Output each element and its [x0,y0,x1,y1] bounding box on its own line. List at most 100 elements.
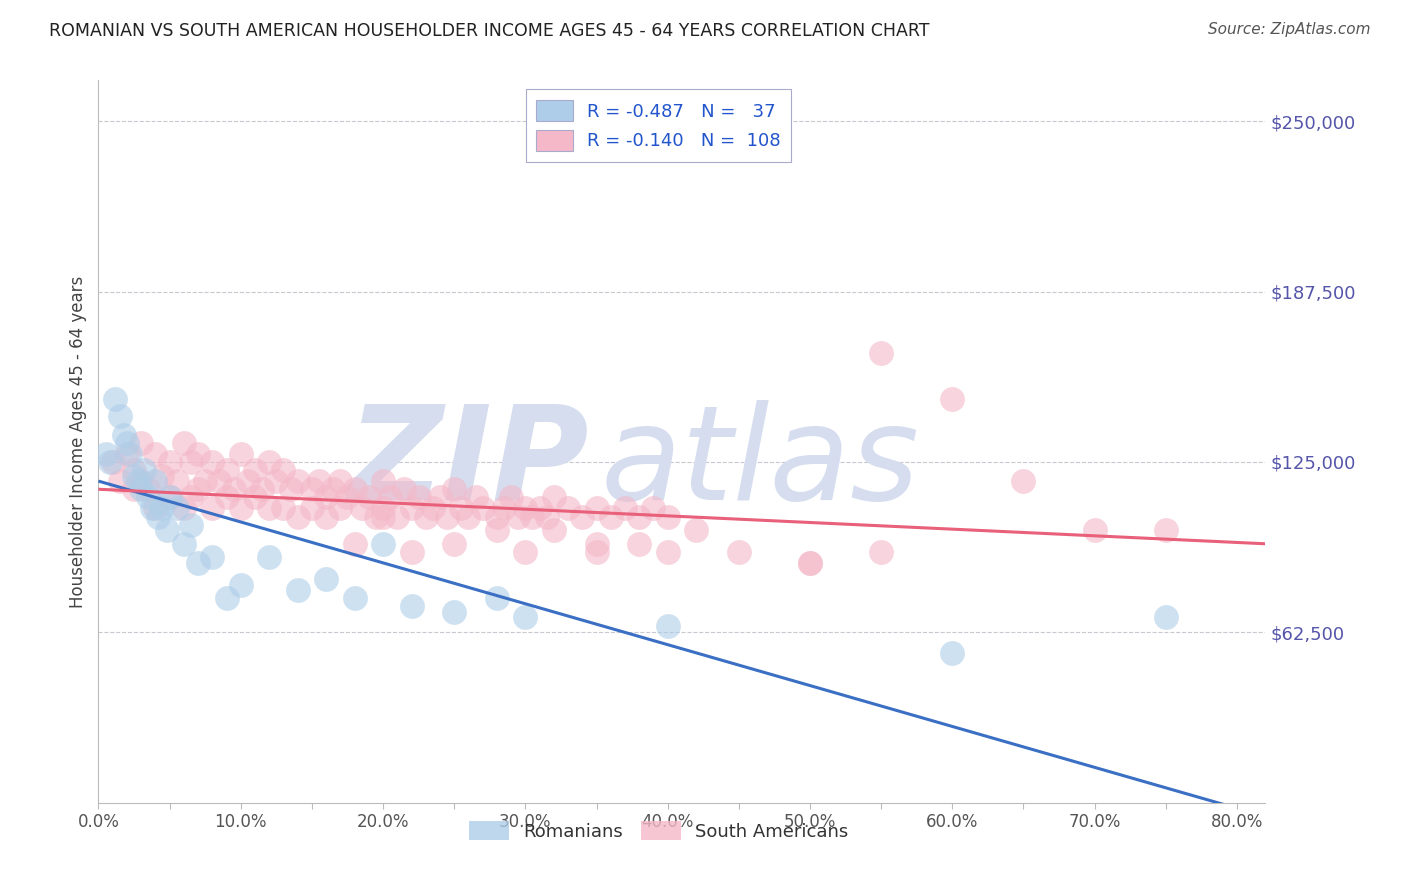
Point [201,550,224,565]
Point [250,482,273,496]
Point [173,501,195,516]
Point [357,491,380,505]
Text: atlas: atlas [600,400,920,526]
Point [308,474,330,488]
Point [343,537,366,551]
Point [401,545,423,559]
Point [148,509,170,524]
Point [115,436,138,450]
Point [143,501,166,516]
Point [287,583,309,598]
Point [280,482,302,496]
Point [315,491,337,505]
Point [108,409,131,423]
Point [429,491,451,505]
Point [364,509,387,524]
Point [243,491,266,505]
Legend: Romanians, South Americans: Romanians, South Americans [461,814,855,848]
Point [485,523,508,537]
Point [471,501,494,516]
Point [443,537,465,551]
Point [443,605,465,619]
Point [343,591,366,606]
Point [543,491,565,505]
Point [287,474,309,488]
Point [501,491,523,505]
Point [132,463,155,477]
Point [415,509,437,524]
Point [371,474,394,488]
Point [236,474,259,488]
Point [187,447,209,461]
Point [187,556,209,570]
Point [657,509,679,524]
Point [222,482,245,496]
Point [127,474,149,488]
Point [485,591,508,606]
Point [180,517,202,532]
Y-axis label: Householder Income Ages 45 - 64 years: Householder Income Ages 45 - 64 years [69,276,87,607]
Point [98,455,121,469]
Point [187,482,209,496]
Point [273,501,295,516]
Point [143,447,166,461]
Point [394,482,416,496]
Point [115,447,138,461]
Text: Source: ZipAtlas.com: Source: ZipAtlas.com [1208,22,1371,37]
Text: ZIP: ZIP [347,400,589,526]
Point [485,509,508,524]
Point [122,468,145,483]
Point [108,474,131,488]
Point [557,501,579,516]
Text: ROMANIAN VS SOUTH AMERICAN HOUSEHOLDER INCOME AGES 45 - 64 YEARS CORRELATION CHA: ROMANIAN VS SOUTH AMERICAN HOUSEHOLDER I… [49,22,929,40]
Point [457,509,479,524]
Point [401,501,423,516]
Point [322,482,344,496]
Point [194,474,217,488]
Point [166,474,188,488]
Point [529,501,551,516]
Point [122,463,145,477]
Point [408,491,430,505]
Point [159,491,181,505]
Point [129,436,152,450]
Point [215,491,238,505]
Point [315,572,337,586]
Point [301,482,323,496]
Point [436,509,458,524]
Point [508,509,530,524]
Point [129,482,152,496]
Point [685,523,707,537]
Point [799,556,821,570]
Point [208,474,231,488]
Point [141,501,163,516]
Point [371,501,394,516]
Point [522,509,544,524]
Point [112,427,135,442]
Point [870,545,893,559]
Point [727,545,749,559]
Point [152,468,174,483]
Point [543,523,565,537]
Point [387,509,409,524]
Point [94,447,117,461]
Point [243,463,266,477]
Point [380,491,402,505]
Point [201,501,224,516]
Point [515,545,537,559]
Point [180,455,202,469]
Point [422,501,444,516]
Point [492,501,515,516]
Point [1012,474,1035,488]
Point [657,545,679,559]
Point [173,537,195,551]
Point [350,501,373,516]
Point [515,501,537,516]
Point [315,509,337,524]
Point [215,591,238,606]
Point [628,509,651,524]
Point [585,545,607,559]
Point [643,501,665,516]
Point [273,463,295,477]
Point [180,491,202,505]
